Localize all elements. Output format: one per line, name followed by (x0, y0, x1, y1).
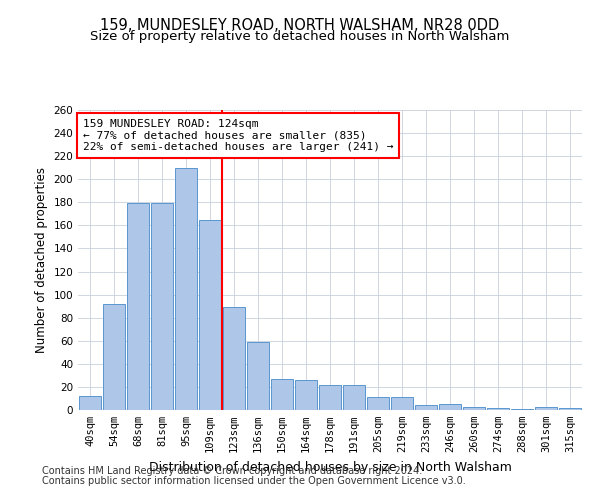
Bar (79, 396, 101, 410)
Bar (439, 404, 461, 410)
Text: Size of property relative to detached houses in North Walsham: Size of property relative to detached ho… (91, 30, 509, 43)
Bar (559, 408, 581, 410)
Text: 159, MUNDESLEY ROAD, NORTH WALSHAM, NR28 0DD: 159, MUNDESLEY ROAD, NORTH WALSHAM, NR28… (100, 18, 500, 32)
Bar (415, 406, 437, 410)
Bar (295, 380, 317, 410)
Bar (463, 406, 485, 410)
Bar (511, 409, 533, 410)
Bar (487, 408, 509, 410)
Text: Contains HM Land Registry data © Crown copyright and database right 2024.: Contains HM Land Registry data © Crown c… (42, 466, 422, 476)
Bar (103, 304, 125, 410)
Bar (535, 406, 557, 410)
Bar (199, 220, 221, 410)
Bar (175, 168, 197, 410)
Bar (319, 384, 341, 410)
Bar (247, 342, 269, 410)
Text: 159 MUNDESLEY ROAD: 124sqm
← 77% of detached houses are smaller (835)
22% of sem: 159 MUNDESLEY ROAD: 124sqm ← 77% of deta… (83, 119, 394, 152)
Bar (223, 308, 245, 410)
X-axis label: Distribution of detached houses by size in North Walsham: Distribution of detached houses by size … (149, 460, 511, 473)
Bar (127, 204, 149, 410)
Bar (271, 379, 293, 410)
Bar (391, 398, 413, 410)
Y-axis label: Number of detached properties: Number of detached properties (35, 167, 48, 353)
Text: Contains public sector information licensed under the Open Government Licence v3: Contains public sector information licen… (42, 476, 466, 486)
Bar (151, 204, 173, 410)
Bar (343, 384, 365, 410)
Bar (367, 398, 389, 410)
